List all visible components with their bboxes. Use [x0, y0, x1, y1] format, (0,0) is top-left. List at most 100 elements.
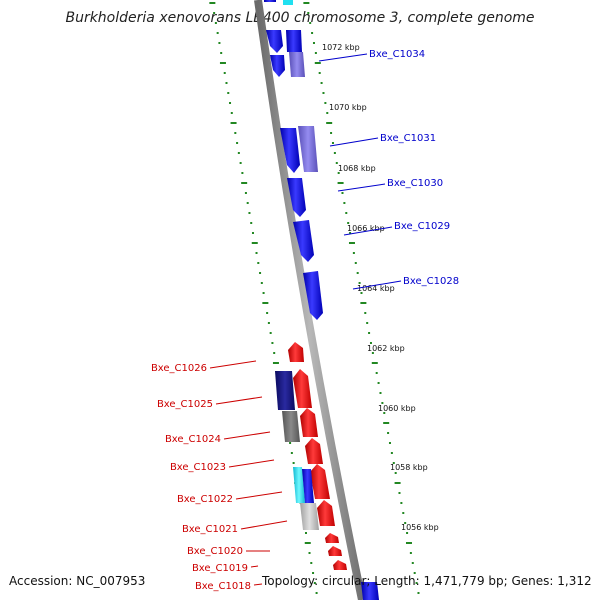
tick-mark [371, 362, 378, 364]
tick-mark [260, 282, 263, 284]
tick-mark [383, 412, 386, 414]
forward-gene [287, 178, 306, 217]
leader-line [250, 565, 259, 568]
tick-mark [308, 552, 311, 554]
forward-gene [303, 271, 323, 320]
tick-mark [417, 592, 420, 594]
tick-mark [209, 2, 216, 4]
forward-gene [270, 55, 285, 77]
tick-mark [267, 322, 270, 324]
tick-mark [251, 232, 254, 234]
chromosome-backbone [254, 0, 366, 600]
tick-mark [273, 352, 276, 354]
leader-line [337, 183, 386, 192]
tick-mark [266, 312, 269, 314]
forward-gene [289, 52, 305, 77]
map-title: Burkholderia xenovorans LB400 chromosome… [65, 10, 535, 26]
genome-summary: Topology: circular; Length: 1,471,779 bp… [262, 574, 592, 588]
tick-mark [227, 92, 230, 94]
forward-gene [264, 0, 276, 2]
leader-line [235, 491, 283, 500]
scale-label: 1062 kbp [367, 344, 405, 353]
tick-mark [304, 542, 311, 544]
forward-gene-labels: Bxe_C1034 Bxe_C1031 Bxe_C1030 Bxe_C1029 … [318, 49, 459, 290]
gene-label-forward: Bxe_C1029 [394, 221, 450, 232]
tick-mark [290, 452, 293, 454]
tick-mark [246, 202, 249, 204]
tick-mark [337, 172, 340, 174]
tick-mark [343, 202, 346, 204]
gene-label-reverse: Bxe_C1024 [165, 434, 221, 445]
tick-mark [381, 402, 384, 404]
tick-mark [218, 42, 221, 44]
tick-mark [371, 352, 374, 354]
tick-mark [405, 542, 412, 544]
scale-label: 1068 kbp [338, 164, 376, 173]
tick-mark [330, 132, 333, 134]
tick-mark [415, 582, 418, 584]
forward-gene [361, 582, 379, 600]
tick-mark [364, 312, 367, 314]
tick-mark [326, 122, 333, 124]
reverse-gene [317, 500, 335, 526]
reverse-gene [325, 533, 339, 543]
reverse-gene [300, 503, 319, 530]
tick-mark [262, 302, 269, 304]
leader-line [240, 520, 288, 530]
tick-mark [230, 112, 233, 114]
tick-mark [345, 212, 348, 214]
gene-label-reverse: Bxe_C1025 [157, 399, 213, 410]
tick-mark [337, 182, 344, 184]
reverse-gene [333, 560, 347, 570]
scale-label: 1058 kbp [390, 463, 428, 472]
forward-gene [266, 30, 283, 53]
tick-mark [216, 32, 219, 34]
leader-line [329, 137, 379, 147]
gene-label-reverse: Bxe_C1020 [187, 546, 243, 557]
tick-mark [375, 372, 378, 374]
tick-mark [214, 22, 217, 24]
reverse-gene-labels: Bxe_C1026 Bxe_C1025 Bxe_C1024 Bxe_C1023 … [151, 360, 288, 592]
tick-mark [244, 192, 247, 194]
tick-mark [225, 82, 228, 84]
gene-label-reverse: Bxe_C1021 [182, 524, 238, 535]
tick-mark [315, 592, 318, 594]
tick-mark [349, 232, 352, 234]
tick-mark [314, 62, 321, 64]
scale-label: 1066 kbp [347, 224, 385, 233]
tick-mark [394, 472, 397, 474]
tick-mark [229, 102, 232, 104]
reverse-gene [300, 408, 318, 437]
tick-mark [310, 562, 313, 564]
tick-mark [406, 532, 409, 534]
reverse-gene [293, 467, 305, 503]
gene-label-reverse: Bxe_C1023 [170, 462, 226, 473]
tick-mark [237, 152, 240, 154]
tick-mark [312, 572, 315, 574]
reverse-gene [293, 369, 312, 408]
scale-labels: 1072 kbp 1070 kbp 1068 kbp 1066 kbp 1064… [322, 43, 439, 532]
leader-line [318, 53, 368, 62]
tick-mark [322, 92, 325, 94]
tick-mark [255, 252, 258, 254]
gene-label-reverse: Bxe_C1026 [151, 363, 207, 374]
tick-mark [379, 392, 382, 394]
tick-mark [388, 442, 391, 444]
tick-mark [262, 292, 265, 294]
tick-mark [311, 32, 314, 34]
tick-mark [394, 482, 401, 484]
tick-mark [250, 222, 253, 224]
tick-mark [213, 12, 216, 14]
reverse-gene [302, 469, 314, 503]
tick-mark [387, 432, 390, 434]
tick-mark [335, 162, 338, 164]
tick-mark [411, 562, 414, 564]
reverse-gene [310, 464, 330, 499]
scale-label: 1064 kbp [357, 284, 395, 293]
reverse-gene [275, 371, 295, 410]
tick-mark [289, 442, 292, 444]
tick-mark [413, 572, 416, 574]
gene-label-forward: Bxe_C1028 [403, 276, 459, 287]
scale-label: 1070 kbp [329, 103, 367, 112]
tick-mark [230, 122, 237, 124]
